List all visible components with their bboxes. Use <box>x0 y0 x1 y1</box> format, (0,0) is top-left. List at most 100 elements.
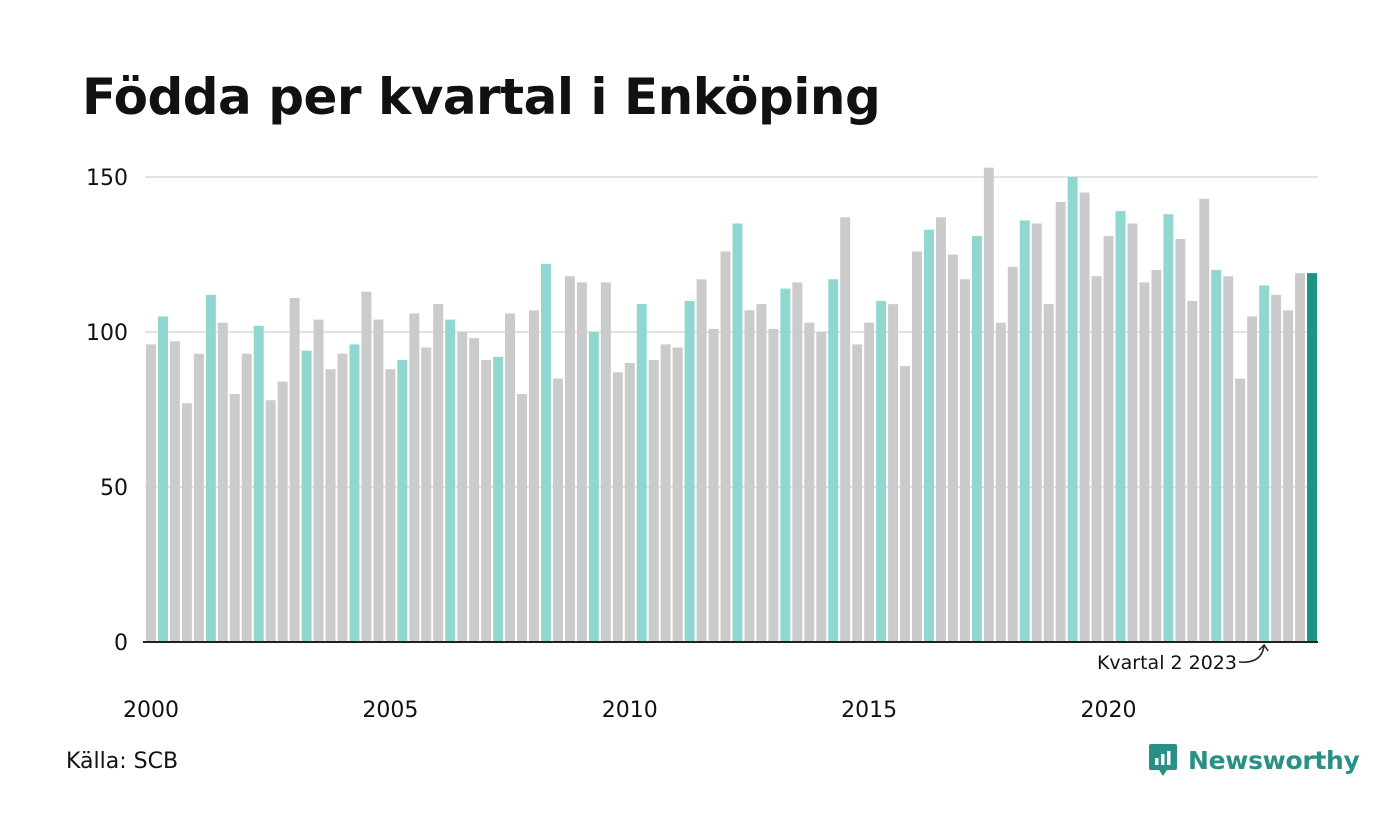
bar <box>576 282 587 642</box>
bar <box>768 328 779 642</box>
bar <box>421 347 432 642</box>
bar <box>433 304 444 642</box>
bars <box>146 167 1317 643</box>
bar <box>457 332 468 642</box>
bar <box>983 167 994 642</box>
bar <box>804 322 815 642</box>
bar <box>959 279 970 642</box>
y-axis-ticks: 0 50 100 150 <box>86 166 128 656</box>
bar <box>816 332 827 642</box>
bar <box>146 344 156 642</box>
y-tick-label: 150 <box>86 166 128 191</box>
bar <box>517 394 528 642</box>
bar <box>181 403 192 642</box>
bar <box>864 322 875 642</box>
bar <box>888 304 899 642</box>
bar <box>169 341 180 642</box>
bar <box>540 263 551 642</box>
bar <box>217 322 228 642</box>
annotation-arrow <box>1238 643 1269 663</box>
bar <box>1139 282 1150 642</box>
bar <box>253 325 264 642</box>
bar <box>935 217 946 643</box>
bar <box>564 276 575 642</box>
bar <box>672 347 683 642</box>
bar <box>684 301 695 642</box>
bar <box>720 251 731 642</box>
bar <box>552 378 563 642</box>
bar <box>325 369 336 642</box>
bar <box>828 279 839 642</box>
source-label: Källa: SCB <box>66 749 179 774</box>
bar <box>445 319 456 642</box>
bar <box>588 332 599 642</box>
bar <box>1007 266 1018 642</box>
bar <box>277 381 288 642</box>
x-tick-label: 2020 <box>1081 698 1137 723</box>
bar <box>529 310 539 642</box>
bar <box>1187 301 1198 642</box>
bar <box>636 304 647 642</box>
bar <box>947 254 958 642</box>
y-tick-label: 100 <box>86 321 128 346</box>
bar <box>289 297 300 642</box>
bar <box>912 251 923 642</box>
bar <box>1151 270 1162 642</box>
bar <box>971 235 982 642</box>
bar <box>229 394 240 642</box>
x-tick-label: 2010 <box>602 698 658 723</box>
bar <box>1127 223 1138 642</box>
bar <box>1055 201 1066 643</box>
bar <box>708 328 719 642</box>
bar-highlight <box>1307 273 1317 642</box>
bar <box>1115 211 1126 642</box>
bar <box>1271 294 1282 642</box>
bar <box>1103 235 1114 642</box>
bar <box>241 353 252 642</box>
bar <box>337 353 348 642</box>
bar <box>756 304 767 642</box>
bar <box>840 217 851 643</box>
x-axis-ticks: 2000 2005 2010 2015 2020 <box>123 698 1137 723</box>
bar <box>624 363 635 642</box>
bar <box>373 319 384 642</box>
brand-name: Newsworthy <box>1188 745 1360 775</box>
bar <box>696 279 707 642</box>
bar <box>612 372 623 642</box>
y-tick-label: 0 <box>114 631 128 656</box>
bar <box>1067 177 1078 642</box>
bar <box>1043 304 1054 642</box>
bar <box>1223 276 1234 642</box>
bar <box>876 301 887 642</box>
newsworthy-logo-icon <box>1149 744 1177 776</box>
bar <box>481 359 492 642</box>
annotation-label: Kvartal 2 2023 <box>1097 652 1237 674</box>
bar <box>301 350 312 642</box>
bar <box>1199 198 1210 642</box>
x-tick-label: 2015 <box>841 698 897 723</box>
bar <box>1175 239 1186 642</box>
bar <box>493 356 504 642</box>
bar <box>792 282 803 642</box>
bar <box>1259 285 1270 642</box>
bar <box>660 344 671 642</box>
bar <box>1295 273 1306 642</box>
bar <box>1079 192 1090 642</box>
bar <box>900 366 911 642</box>
bar <box>1031 223 1042 642</box>
bar <box>193 353 204 642</box>
bar <box>924 229 934 642</box>
bar <box>397 359 408 642</box>
bar <box>361 291 372 642</box>
chart-title: Födda per kvartal i Enköping <box>82 68 881 126</box>
bar <box>1211 270 1222 642</box>
x-tick-label: 2005 <box>362 698 418 723</box>
y-tick-label: 50 <box>100 476 128 501</box>
bar <box>1247 316 1258 642</box>
brand-logo: Newsworthy <box>1148 743 1360 777</box>
bar <box>157 316 168 642</box>
annotation: Kvartal 2 2023 <box>1097 643 1269 674</box>
bar <box>349 344 360 642</box>
bar <box>648 359 659 642</box>
